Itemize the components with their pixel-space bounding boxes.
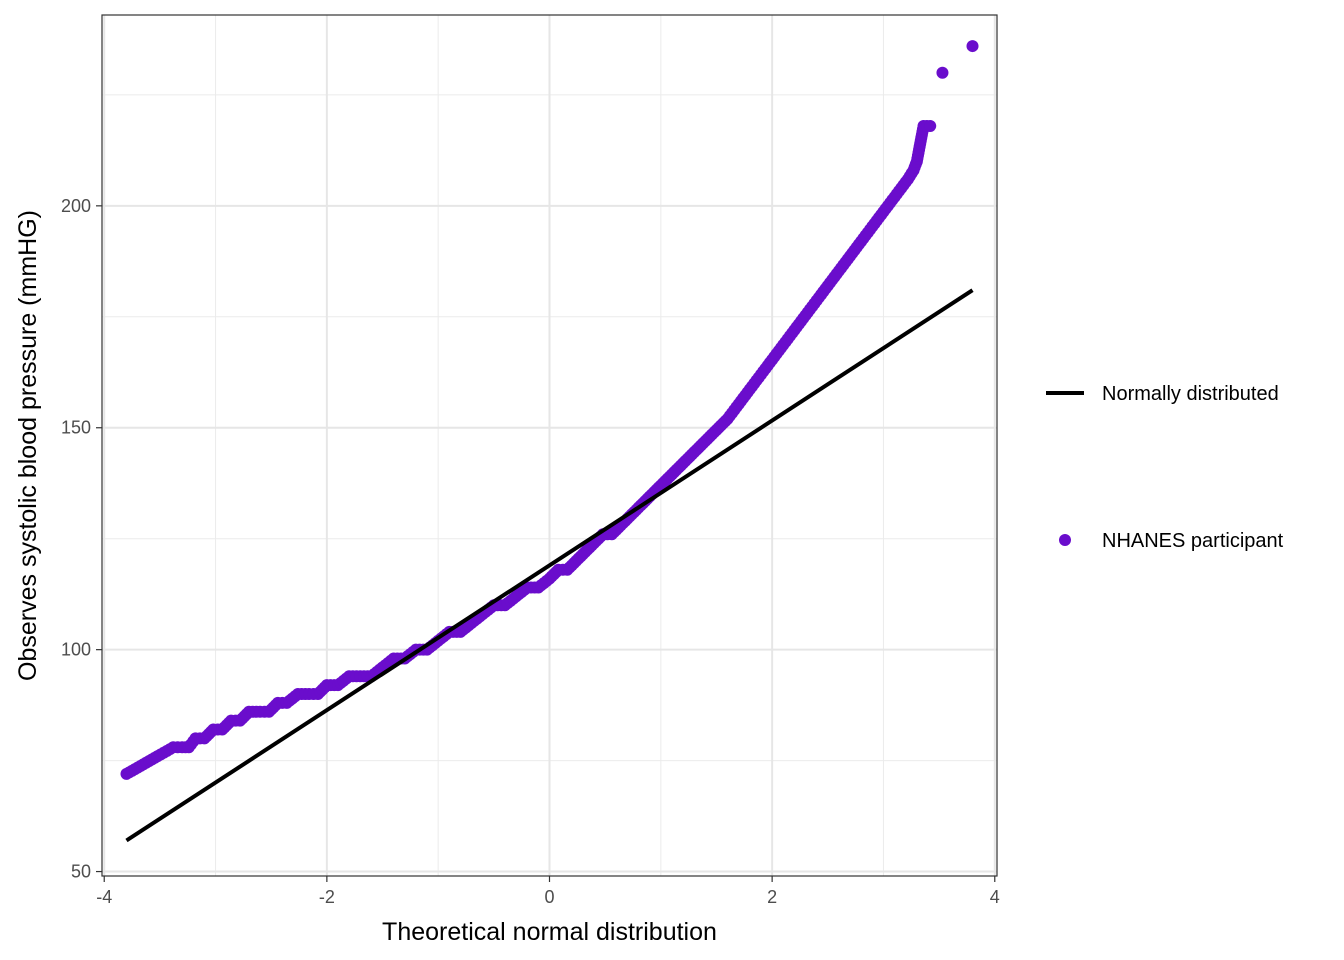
legend-label-line: Normally distributed — [1102, 383, 1279, 405]
x-tick-label: 4 — [990, 887, 1000, 907]
reference-line — [125, 288, 974, 843]
y-axis-title: Observes systolic blood pressure (mmHG) — [14, 210, 42, 681]
x-tick-label: 0 — [544, 887, 554, 907]
grid-major — [102, 15, 997, 876]
y-tick-label: 200 — [61, 196, 91, 216]
legend-label-point: NHANES participant — [1102, 530, 1284, 552]
x-tick-label: -4 — [96, 887, 112, 907]
y-tick-label: 50 — [71, 862, 91, 882]
x-tick-label: -2 — [319, 887, 335, 907]
x-axis-ticks: -4 -2 0 2 4 — [96, 876, 1000, 907]
y-tick-label: 150 — [61, 418, 91, 438]
x-axis-title: Theoretical normal distribution — [382, 918, 717, 946]
x-tick-label: 2 — [767, 887, 777, 907]
y-axis-ticks: 50 100 150 200 — [61, 196, 102, 882]
legend: Normally distributed NHANES participant — [1046, 383, 1284, 552]
normal-reference-line — [125, 288, 974, 843]
data-point — [924, 119, 937, 132]
y-tick-label: 100 — [61, 640, 91, 660]
data-point — [966, 40, 979, 53]
data-point — [936, 66, 949, 79]
legend-key-point — [1059, 534, 1071, 546]
